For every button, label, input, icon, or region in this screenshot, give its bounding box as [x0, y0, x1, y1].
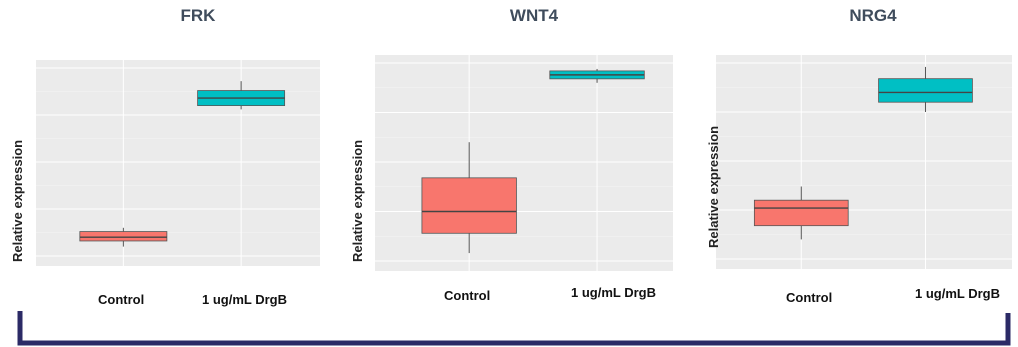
x-tick-label-frk-control: Control: [98, 292, 145, 307]
y-axis-label-frk: Relative expression: [10, 139, 25, 262]
chart-title-nrg4: NRG4: [849, 6, 897, 25]
x-tick-label-wnt4-drgb: 1 ug/mL DrgB: [571, 285, 656, 300]
plot-area-frk: [36, 60, 320, 266]
y-axis-label-nrg4: Relative expression: [706, 125, 721, 248]
boxplot-wnt4: [375, 55, 673, 271]
boxplot-frk: [36, 60, 320, 266]
plot-area-nrg4: [716, 55, 1012, 269]
x-tick-label-nrg4-drgb: 1 ug/mL DrgB: [915, 286, 1000, 301]
y-axis-label-wnt4: Relative expression: [350, 139, 365, 262]
box-drgb: [878, 78, 973, 103]
x-tick-label-frk-drgb: 1 ug/mL DrgB: [202, 292, 287, 307]
box-control: [79, 231, 168, 242]
chart-title-wnt4: WNT4: [509, 6, 559, 25]
plot-area-wnt4: [375, 55, 673, 271]
box-control: [421, 177, 517, 234]
chart-title-frk: FRK: [180, 6, 216, 25]
boxplot-nrg4: [716, 55, 1012, 269]
box-control: [753, 199, 849, 227]
x-tick-label-wnt4-control: Control: [444, 288, 491, 303]
x-tick-label-nrg4-control: Control: [786, 290, 833, 305]
bracket-line: [17, 311, 1011, 346]
